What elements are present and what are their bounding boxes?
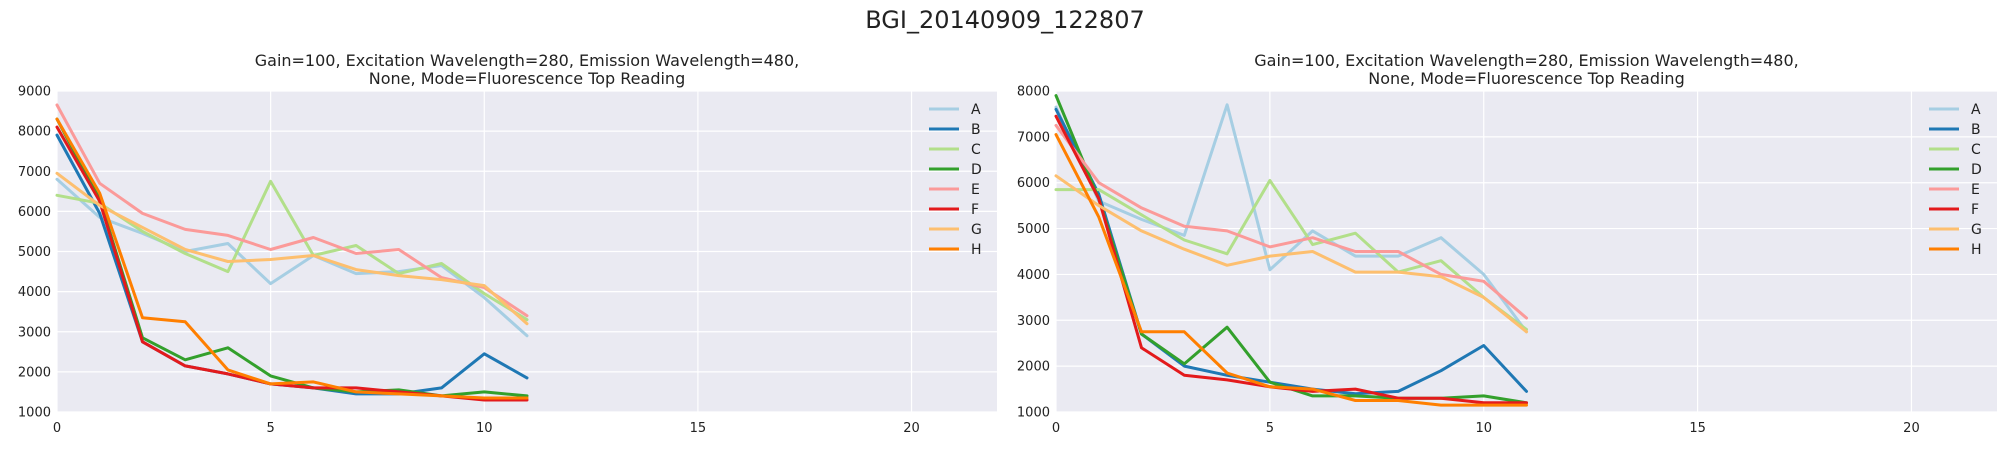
legend-label-left-d: D <box>971 162 982 178</box>
y-tick-label-right: 6000 <box>1017 176 1050 191</box>
legend-label-right-b: B <box>1971 122 1981 138</box>
x-tick-label-left: 15 <box>690 421 707 436</box>
chart-panel-left: Gain=100, Excitation Wavelength=280, Emi… <box>18 51 997 436</box>
x-tick-label-right: 0 <box>1052 421 1060 436</box>
y-tick-label-left: 1000 <box>18 406 51 421</box>
series-line-left-h <box>55 117 529 400</box>
chart-title-right-line-1: Gain=100, Excitation Wavelength=280, Emi… <box>1254 51 1799 70</box>
y-tick-label-right: 4000 <box>1017 268 1050 283</box>
series-line-right-a <box>1054 103 1528 334</box>
y-tick-label-right: 7000 <box>1017 130 1050 145</box>
y-tick-label-left: 8000 <box>18 125 51 140</box>
series-line-left-a <box>55 177 529 338</box>
legend-label-right-c: C <box>1971 142 1981 158</box>
y-tick-label-left: 4000 <box>18 285 51 300</box>
series-line-left-g <box>55 171 529 326</box>
x-tick-label-right: 10 <box>1475 421 1492 436</box>
chart-panel-right: Gain=100, Excitation Wavelength=280, Emi… <box>1017 51 1997 436</box>
legend-label-left-g: G <box>971 222 982 238</box>
legend-label-left-f: F <box>971 202 979 218</box>
x-tick-label-left: 20 <box>903 421 920 436</box>
legend-label-left-h: H <box>971 242 982 258</box>
legend-label-left-a: A <box>971 102 981 118</box>
chart-title-right-line-2: None, Mode=Fluorescence Top Reading <box>1368 69 1684 88</box>
y-tick-label-right: 5000 <box>1017 222 1050 237</box>
y-tick-label-right: 8000 <box>1017 85 1050 100</box>
x-tick-label-right: 5 <box>1266 421 1274 436</box>
legend-label-left-e: E <box>971 182 980 198</box>
y-tick-label-right: 2000 <box>1017 360 1050 375</box>
x-tick-label-left: 10 <box>476 421 493 436</box>
legend-label-right-g: G <box>1971 222 1982 238</box>
series-line-right-g <box>1054 174 1528 334</box>
series-line-right-c <box>1054 178 1528 331</box>
legend-label-right-e: E <box>1971 182 1980 198</box>
legend-label-right-a: A <box>1971 102 1981 118</box>
y-tick-label-right: 1000 <box>1017 406 1050 421</box>
legend-label-right-d: D <box>1971 162 1982 178</box>
x-tick-label-left: 0 <box>53 421 61 436</box>
series-line-right-e <box>1054 123 1528 320</box>
x-tick-label-left: 5 <box>266 421 274 436</box>
chart-title-left-line-1: Gain=100, Excitation Wavelength=280, Emi… <box>255 51 800 70</box>
series-line-right-h <box>1054 133 1528 407</box>
legend-label-right-f: F <box>1971 202 1979 218</box>
legend-label-left-c: C <box>971 142 981 158</box>
y-tick-label-left: 6000 <box>18 205 51 220</box>
y-tick-label-right: 3000 <box>1017 314 1050 329</box>
legend-label-right-h: H <box>1971 242 1982 258</box>
x-tick-label-right: 15 <box>1689 421 1706 436</box>
plot-area-right <box>1056 91 1997 412</box>
y-tick-label-left: 7000 <box>18 165 51 180</box>
legend-label-left-b: B <box>971 122 981 138</box>
series-line-left-c <box>55 179 529 322</box>
figure-title: BGI_20140909_122807 <box>865 6 1145 34</box>
x-tick-label-right: 20 <box>1903 421 1920 436</box>
y-tick-label-left: 5000 <box>18 245 51 260</box>
y-tick-label-left: 9000 <box>18 85 51 100</box>
y-tick-label-left: 2000 <box>18 365 51 380</box>
y-tick-label-left: 3000 <box>18 325 51 340</box>
chart-title-left-line-2: None, Mode=Fluorescence Top Reading <box>369 69 685 88</box>
